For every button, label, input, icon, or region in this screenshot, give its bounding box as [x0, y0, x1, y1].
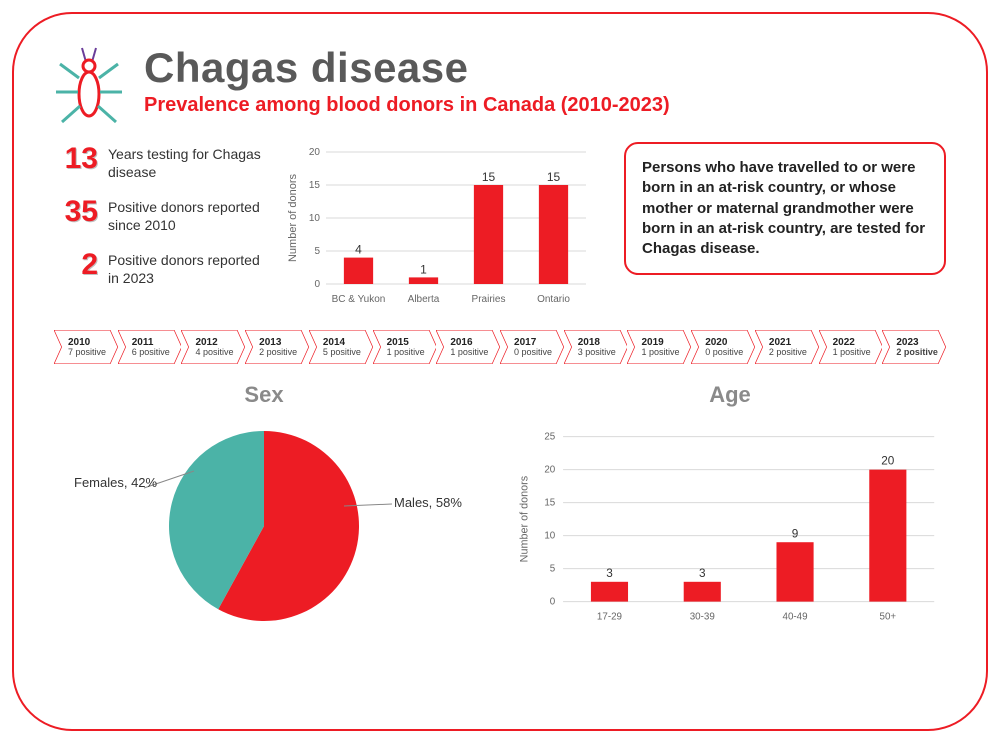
svg-text:40-49: 40-49	[783, 611, 808, 622]
chagas-bug-icon	[54, 44, 124, 124]
timeline-item: 2020 0 positive	[691, 330, 755, 364]
sex-pie-wrap: Females, 42% Males, 58%	[54, 416, 474, 636]
year-timeline: 2010 7 positive 2011 6 positive 2012 4 p…	[54, 330, 946, 364]
stat-total-positive: 35 Positive donors reported since 2010	[54, 195, 264, 234]
sex-title: Sex	[54, 382, 474, 408]
timeline-item: 2019 1 positive	[627, 330, 691, 364]
stat-value: 2	[54, 248, 98, 282]
svg-text:BC & Yukon: BC & Yukon	[332, 294, 386, 305]
svg-text:Prairies: Prairies	[472, 294, 506, 305]
mid-row: 13 Years testing for Chagas disease 35 P…	[54, 142, 946, 312]
infographic-frame: Chagas disease Prevalence among blood do…	[12, 12, 988, 731]
svg-text:15: 15	[544, 498, 555, 509]
svg-text:1: 1	[420, 262, 427, 276]
timeline-item: 2015 1 positive	[373, 330, 437, 364]
svg-text:20: 20	[309, 147, 321, 158]
svg-text:10: 10	[544, 531, 555, 542]
svg-text:30-39: 30-39	[690, 611, 715, 622]
page-subtitle: Prevalence among blood donors in Canada …	[144, 94, 670, 117]
stat-label: Years testing for Chagas disease	[108, 142, 264, 181]
svg-text:25: 25	[544, 432, 555, 443]
svg-text:15: 15	[547, 170, 561, 184]
svg-text:3: 3	[606, 567, 613, 580]
timeline-item: 2010 7 positive	[54, 330, 118, 364]
svg-text:5: 5	[314, 246, 320, 257]
title-block: Chagas disease Prevalence among blood do…	[144, 44, 670, 117]
svg-text:Number of donors: Number of donors	[287, 173, 299, 262]
svg-text:20: 20	[544, 465, 555, 476]
age-bar-chart: 0 5 10 15 20 25 Number of donors 3 17-29 3 30-39 9 4…	[514, 416, 946, 636]
timeline-item: 2013 2 positive	[245, 330, 309, 364]
timeline-item: 2021 2 positive	[755, 330, 819, 364]
stat-label: Positive donors reported since 2010	[108, 195, 264, 234]
svg-text:5: 5	[550, 564, 556, 575]
svg-text:17-29: 17-29	[597, 611, 622, 622]
timeline-item: 2012 4 positive	[181, 330, 245, 364]
age-title: Age	[514, 382, 946, 408]
stat-label: Positive donors reported in 2023	[108, 248, 264, 287]
svg-text:0: 0	[314, 279, 320, 290]
timeline-item: 2022 1 positive	[819, 330, 883, 364]
timeline-item: 2016 1 positive	[436, 330, 500, 364]
age-panel: Age 0 5 10 15 20 25 Number of donors 3 17-29 3 30-…	[514, 382, 946, 641]
stat-value: 13	[54, 142, 98, 176]
bottom-row: Sex Females, 42% Males, 58% Age 0 5 10 15 20…	[54, 382, 946, 641]
svg-text:15: 15	[482, 170, 496, 184]
header: Chagas disease Prevalence among blood do…	[54, 44, 946, 124]
svg-text:Ontario: Ontario	[537, 294, 570, 305]
sex-panel: Sex Females, 42% Males, 58%	[54, 382, 474, 641]
pie-label-males: Males, 58%	[394, 496, 462, 511]
testing-criteria-box: Persons who have travelled to or were bo…	[624, 142, 946, 275]
region-bar-chart: 0 5 10 15 20 Number of donors 4 BC & Yukon 1 Albe…	[284, 142, 594, 312]
timeline-item: 2018 3 positive	[564, 330, 628, 364]
sex-pie-chart	[54, 416, 474, 636]
pie-label-females: Females, 42%	[74, 476, 157, 491]
key-stats: 13 Years testing for Chagas disease 35 P…	[54, 142, 264, 301]
stat-2023-positive: 2 Positive donors reported in 2023	[54, 248, 264, 287]
timeline-item: 2014 5 positive	[309, 330, 373, 364]
page-title: Chagas disease	[144, 44, 670, 92]
svg-text:50+: 50+	[880, 611, 897, 622]
stat-value: 35	[54, 195, 98, 229]
stat-years: 13 Years testing for Chagas disease	[54, 142, 264, 181]
svg-text:0: 0	[550, 597, 556, 608]
svg-text:15: 15	[309, 180, 321, 191]
svg-text:9: 9	[792, 527, 799, 540]
svg-text:20: 20	[881, 455, 895, 468]
svg-text:Alberta: Alberta	[408, 294, 440, 305]
timeline-item: 2023 2 positive	[882, 330, 946, 364]
svg-text:3: 3	[699, 567, 706, 580]
svg-text:Number of donors: Number of donors	[519, 475, 531, 562]
svg-text:10: 10	[309, 213, 321, 224]
timeline-item: 2011 6 positive	[118, 330, 182, 364]
svg-text:4: 4	[355, 243, 362, 257]
timeline-item: 2017 0 positive	[500, 330, 564, 364]
